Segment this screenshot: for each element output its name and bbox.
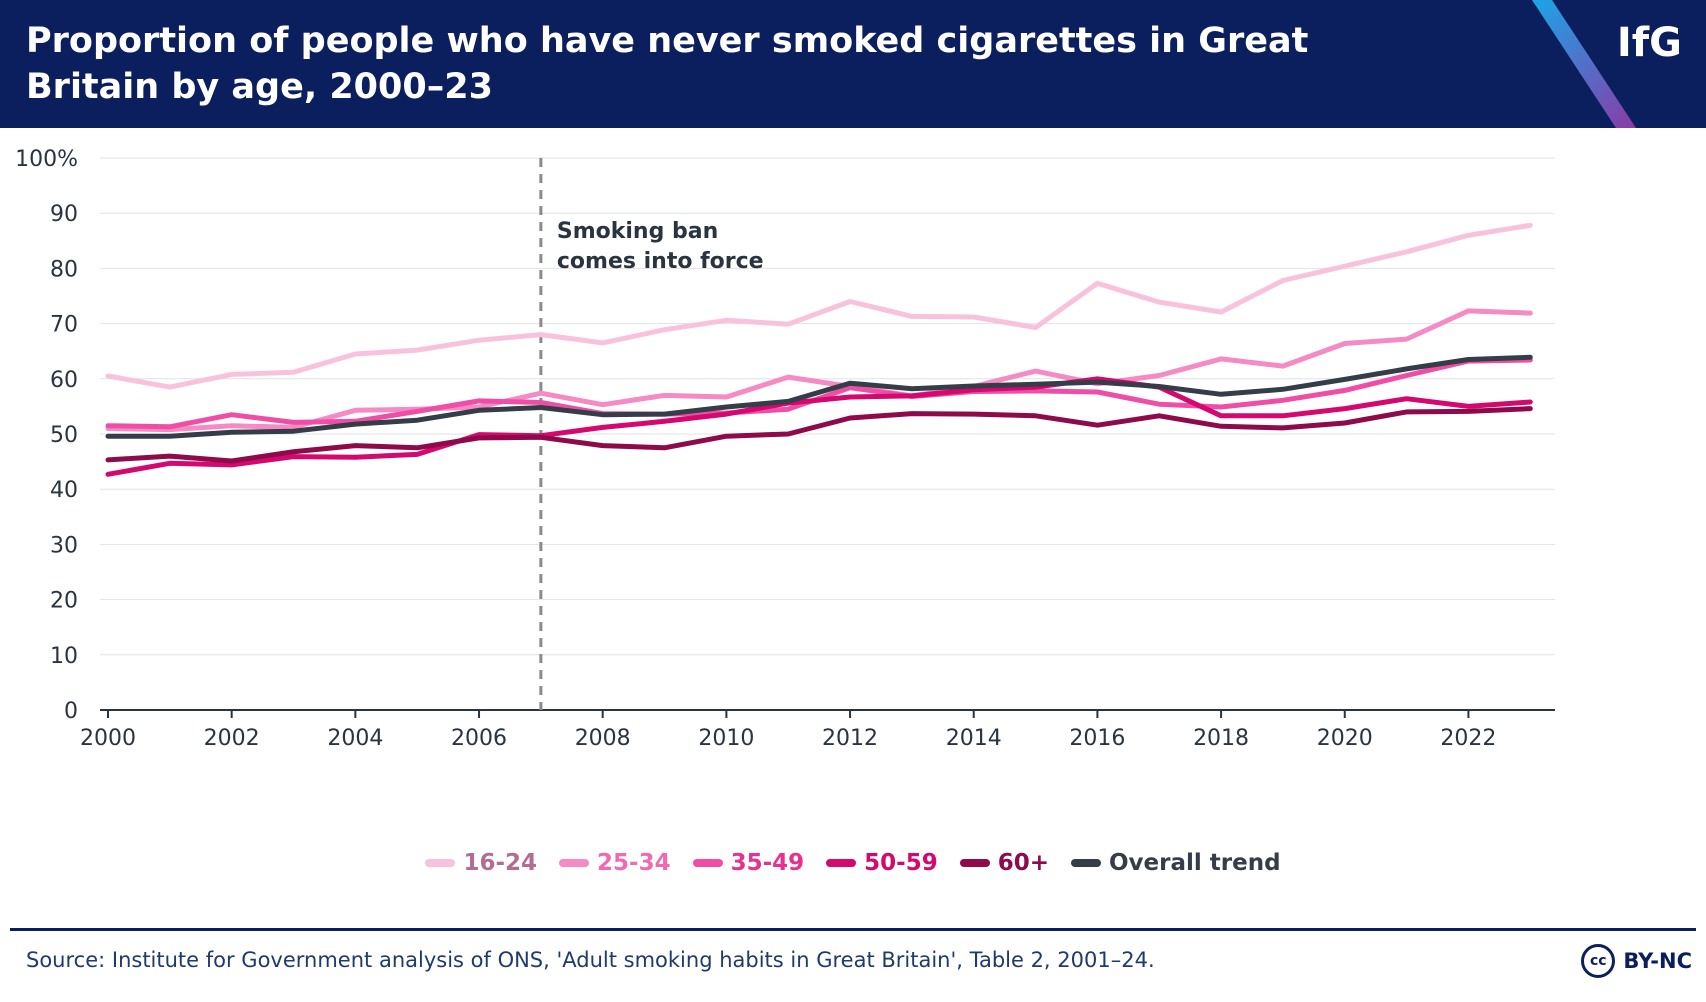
x-tick-label: 2014 [946, 726, 1002, 751]
x-tick-label: 2020 [1317, 726, 1373, 751]
legend-label: 35-49 [730, 850, 805, 876]
chart-title: Proportion of people who have never smok… [26, 21, 1309, 107]
legend-swatch [425, 859, 456, 867]
legend-item: 35-49 [692, 848, 805, 878]
series-line-overall-trend [105, 354, 1533, 439]
legend-item: 50-59 [826, 848, 938, 878]
y-tick-label: 60 [50, 368, 78, 393]
license-badge: cc BY-NC [1581, 944, 1692, 978]
y-tick-label: 30 [50, 533, 78, 558]
creative-commons-icon: cc [1581, 944, 1616, 978]
series-line-60- [105, 406, 1533, 464]
legend-swatch [692, 859, 723, 867]
y-tick-label: 90 [50, 202, 78, 227]
annotation-line: Smoking ban [557, 219, 718, 244]
y-tick-label: 80 [50, 257, 78, 282]
x-tick-label: 2022 [1440, 726, 1496, 751]
chart-header: Proportion of people who have never smok… [0, 0, 1706, 128]
legend-swatch [1070, 859, 1101, 867]
x-axis-ticks: 2000 2002 2004 2006 2008 2010 2012 2014 2016 2018… [80, 710, 1496, 751]
legend-swatch [826, 859, 857, 867]
y-tick-label: 20 [50, 589, 78, 614]
legend-item: 16-24 [425, 848, 537, 878]
logo-stripe-graphic [1532, 0, 1636, 128]
annotation-label: Smoking ban comes into force [557, 219, 764, 274]
license-text: BY-NC [1623, 949, 1692, 973]
ifg-logo: IfG [1506, 0, 1706, 128]
x-tick-label: 2012 [822, 726, 878, 751]
y-tick-label: 10 [50, 644, 78, 669]
legend-item: 60+ [959, 848, 1049, 878]
x-tick-label: 2000 [80, 726, 136, 751]
legend-item: Overall trend [1070, 848, 1281, 878]
data-series [105, 222, 1533, 477]
y-tick-label: 100% [15, 147, 78, 172]
legend-label: 60+ [997, 850, 1049, 876]
legend-swatch [559, 859, 590, 867]
series-line-25-34 [105, 308, 1533, 433]
x-tick-label: 2008 [575, 726, 631, 751]
y-tick-label: 0 [64, 699, 78, 724]
x-tick-label: 2010 [698, 726, 754, 751]
x-tick-label: 2004 [327, 726, 383, 751]
series-line-16-24 [105, 222, 1533, 390]
legend-label: 16-24 [463, 850, 538, 876]
y-tick-label: 40 [50, 478, 78, 503]
source-note: Source: Institute for Government analysi… [26, 948, 1155, 972]
y-axis-ticks: 0 10 20 30 40 50 60 70 80 90 100% [15, 147, 78, 724]
legend-label: 50-59 [864, 850, 938, 876]
chart-legend: 16-24 25-34 35-49 50-59 60+ Overall trend [0, 848, 1706, 878]
y-tick-label: 50 [50, 423, 78, 448]
legend-label: Overall trend [1108, 850, 1281, 876]
series-line-50-59 [105, 376, 1533, 477]
gridlines [100, 157, 1555, 656]
x-tick-label: 2002 [204, 726, 260, 751]
x-tick-label: 2018 [1193, 726, 1249, 751]
y-tick-label: 70 [50, 313, 78, 338]
legend-swatch [959, 859, 990, 867]
x-tick-label: 2016 [1069, 726, 1125, 751]
annotation-line: comes into force [557, 249, 764, 274]
footer-divider [10, 928, 1696, 931]
legend-label: 25-34 [597, 850, 671, 876]
x-tick-label: 2006 [451, 726, 507, 751]
logo-text: IfG [1616, 20, 1682, 66]
legend-item: 25-34 [559, 848, 671, 878]
